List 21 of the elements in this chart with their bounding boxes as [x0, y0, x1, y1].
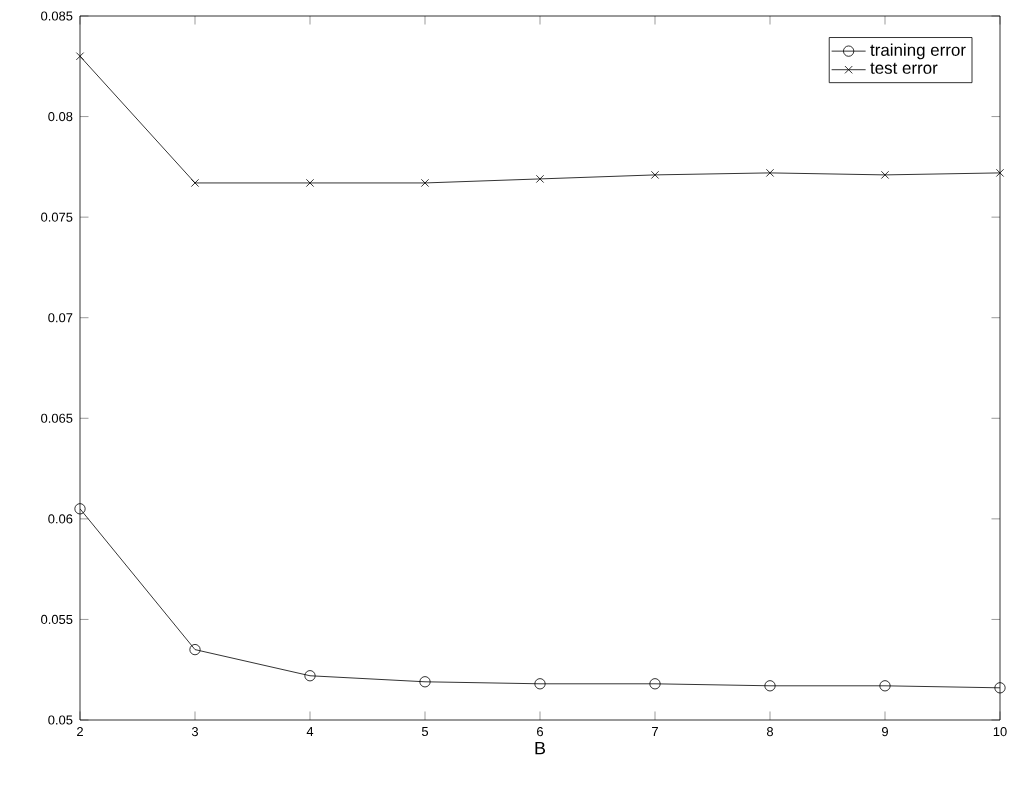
point	[995, 168, 1005, 177]
point	[189, 644, 201, 656]
point	[419, 676, 431, 688]
point	[994, 682, 1006, 694]
legend-label: training error	[870, 43, 966, 60]
point	[764, 680, 776, 692]
point	[879, 680, 891, 692]
point	[75, 52, 85, 61]
point	[420, 178, 430, 188]
x-axis-title: B	[535, 741, 546, 755]
point	[304, 670, 316, 682]
point	[534, 678, 546, 690]
point	[649, 678, 661, 690]
point	[880, 170, 890, 179]
legend-label: test error	[870, 62, 938, 74]
point	[305, 178, 315, 188]
point	[650, 170, 660, 179]
point	[765, 168, 775, 177]
point	[74, 503, 86, 515]
point	[190, 178, 200, 188]
point	[535, 174, 545, 183]
